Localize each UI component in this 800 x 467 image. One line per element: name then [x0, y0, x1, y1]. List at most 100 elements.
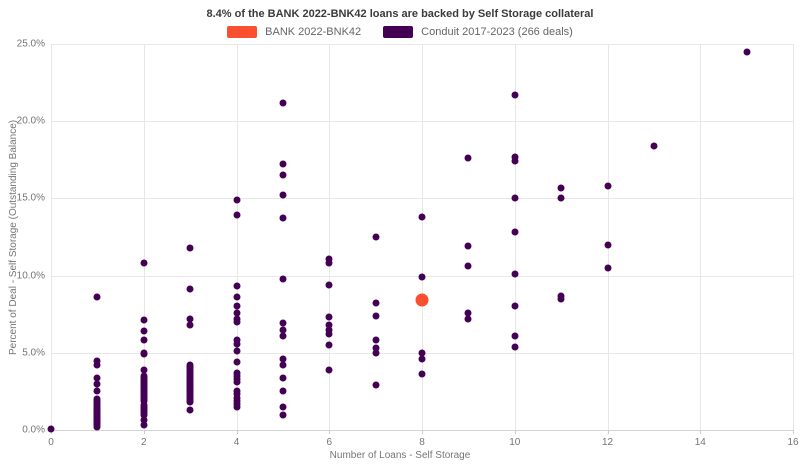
data-point-conduit[interactable]: [279, 319, 287, 327]
data-point-conduit[interactable]: [140, 366, 148, 374]
data-point-conduit[interactable]: [279, 361, 287, 369]
data-point-conduit[interactable]: [186, 406, 194, 414]
legend-item-conduit[interactable]: Conduit 2017-2023 (266 deals): [383, 26, 573, 38]
data-point-conduit[interactable]: [140, 259, 148, 267]
data-point-conduit[interactable]: [233, 293, 240, 301]
data-point-conduit[interactable]: [140, 421, 148, 429]
data-point-conduit[interactable]: [279, 411, 287, 419]
data-point-conduit[interactable]: [418, 273, 426, 281]
data-point-conduit[interactable]: [372, 299, 380, 307]
data-point-conduit[interactable]: [186, 285, 194, 293]
data-point-conduit[interactable]: [93, 374, 101, 381]
legend-label-bank: BANK 2022-BNK42: [265, 26, 362, 38]
x-axis-tick: [700, 430, 702, 434]
data-point-bank[interactable]: [415, 293, 429, 307]
data-point-conduit[interactable]: [233, 211, 240, 219]
data-point-conduit[interactable]: [325, 341, 333, 349]
data-point-conduit[interactable]: [233, 309, 240, 317]
data-point-conduit[interactable]: [93, 357, 101, 365]
data-point-conduit[interactable]: [93, 387, 101, 395]
data-point-conduit[interactable]: [279, 355, 287, 363]
data-point-conduit[interactable]: [93, 293, 101, 301]
data-point-conduit[interactable]: [325, 330, 333, 338]
data-point-conduit[interactable]: [186, 321, 194, 329]
data-point-conduit[interactable]: [372, 312, 380, 320]
data-point-conduit[interactable]: [279, 171, 287, 179]
data-point-conduit[interactable]: [511, 228, 519, 236]
data-point-conduit[interactable]: [372, 336, 380, 344]
data-point-conduit[interactable]: [464, 262, 472, 270]
data-point-conduit[interactable]: [325, 313, 333, 321]
data-point-conduit[interactable]: [233, 282, 240, 290]
data-point-conduit[interactable]: [93, 380, 101, 388]
data-point-conduit[interactable]: [418, 355, 426, 363]
data-point-conduit[interactable]: [557, 184, 565, 192]
data-point-conduit[interactable]: [279, 403, 287, 411]
data-point-conduit[interactable]: [140, 411, 148, 419]
data-point-conduit[interactable]: [279, 191, 287, 199]
data-point-conduit[interactable]: [186, 398, 194, 406]
data-point-conduit[interactable]: [325, 281, 333, 289]
data-point-conduit[interactable]: [372, 381, 380, 389]
data-point-conduit[interactable]: [511, 302, 519, 310]
data-point-conduit[interactable]: [418, 349, 426, 357]
data-point-conduit[interactable]: [511, 270, 519, 278]
data-point-conduit[interactable]: [464, 309, 472, 317]
data-point-conduit[interactable]: [325, 366, 333, 374]
data-point-conduit[interactable]: [93, 423, 101, 431]
data-point-conduit[interactable]: [279, 332, 287, 340]
data-point-conduit[interactable]: [511, 194, 519, 202]
data-point-conduit[interactable]: [93, 361, 101, 369]
data-point-conduit[interactable]: [47, 425, 55, 433]
data-point-conduit[interactable]: [418, 370, 426, 378]
data-point-conduit[interactable]: [233, 318, 240, 326]
data-point-conduit[interactable]: [233, 302, 240, 310]
data-point-conduit[interactable]: [233, 196, 240, 204]
data-point-conduit[interactable]: [325, 326, 333, 334]
data-point-conduit[interactable]: [557, 295, 565, 303]
data-point-conduit[interactable]: [140, 397, 148, 405]
data-point-conduit[interactable]: [511, 343, 519, 351]
data-point-conduit[interactable]: [372, 233, 380, 241]
data-point-conduit[interactable]: [140, 336, 148, 344]
data-point-conduit[interactable]: [604, 182, 611, 190]
data-point-conduit[interactable]: [325, 255, 333, 263]
data-point-conduit[interactable]: [140, 316, 148, 324]
data-point-conduit[interactable]: [511, 332, 519, 340]
data-point-conduit[interactable]: [233, 347, 240, 355]
data-point-conduit[interactable]: [511, 153, 519, 161]
data-point-conduit[interactable]: [233, 358, 240, 366]
data-point-conduit[interactable]: [279, 99, 287, 107]
data-point-conduit[interactable]: [743, 48, 751, 56]
legend-item-bank[interactable]: BANK 2022-BNK42: [227, 26, 361, 38]
data-point-conduit[interactable]: [418, 213, 426, 221]
data-point-conduit[interactable]: [233, 403, 240, 411]
data-point-conduit[interactable]: [325, 321, 333, 329]
data-point-conduit[interactable]: [604, 241, 611, 249]
data-point-conduit[interactable]: [279, 214, 287, 222]
data-point-conduit[interactable]: [557, 194, 565, 202]
data-point-conduit[interactable]: [650, 142, 658, 150]
data-point-conduit[interactable]: [186, 244, 194, 252]
data-point-conduit[interactable]: [279, 326, 287, 334]
data-point-conduit[interactable]: [372, 349, 380, 357]
data-point-conduit[interactable]: [279, 387, 287, 395]
data-point-conduit[interactable]: [279, 275, 287, 283]
data-point-conduit[interactable]: [372, 344, 380, 352]
x-tick-label: 14: [694, 437, 706, 448]
data-point-conduit[interactable]: [325, 259, 333, 267]
data-point-conduit[interactable]: [233, 340, 240, 348]
data-point-conduit[interactable]: [140, 327, 148, 335]
data-point-conduit[interactable]: [511, 91, 519, 99]
data-point-conduit[interactable]: [233, 378, 240, 386]
data-point-conduit[interactable]: [464, 242, 472, 250]
data-point-conduit[interactable]: [140, 350, 148, 358]
data-point-conduit[interactable]: [511, 157, 519, 165]
data-point-conduit[interactable]: [279, 374, 287, 381]
data-point-conduit[interactable]: [604, 264, 611, 272]
data-point-conduit[interactable]: [186, 315, 194, 323]
data-point-conduit[interactable]: [464, 154, 472, 162]
data-point-conduit[interactable]: [279, 160, 287, 168]
data-point-conduit[interactable]: [464, 315, 472, 323]
data-point-conduit[interactable]: [140, 416, 148, 424]
